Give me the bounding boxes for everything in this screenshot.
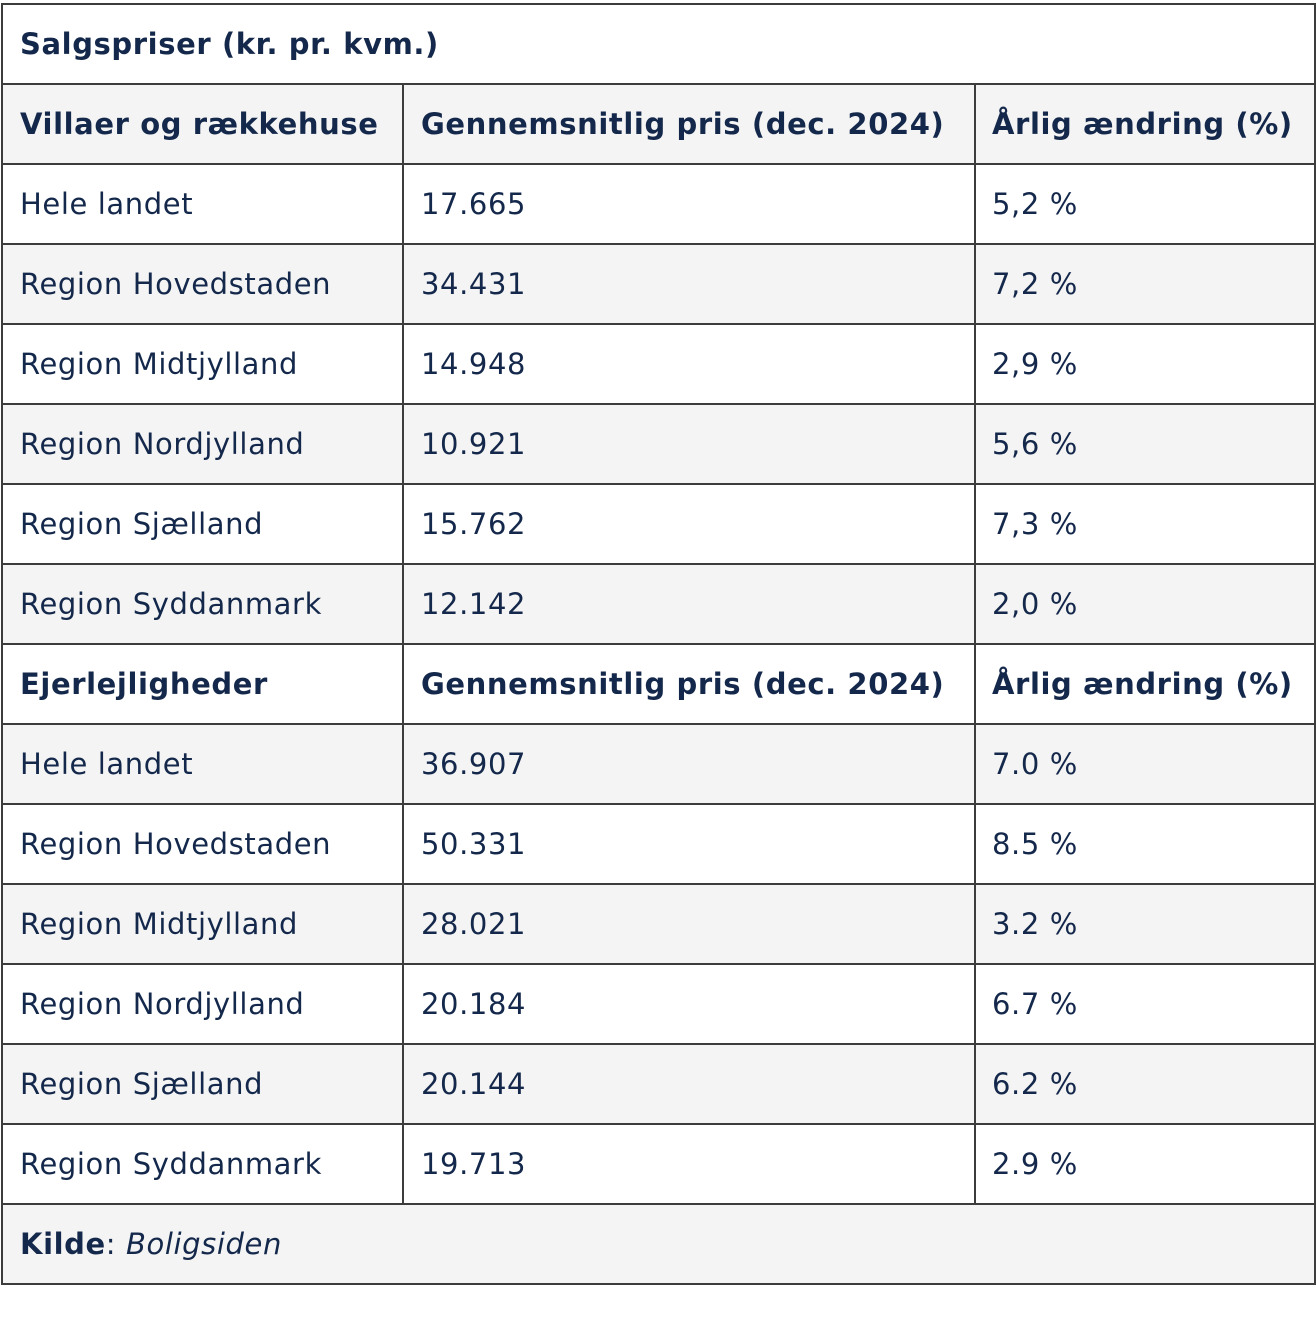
region-cell: Region Sjælland bbox=[1, 483, 404, 565]
table-title-row: Salgspriser (kr. pr. kvm.) bbox=[0, 3, 1316, 85]
table-row: Region Syddanmark 12.142 2,0 % bbox=[1, 563, 1316, 645]
change-cell: 2,0 % bbox=[973, 563, 1316, 645]
change-cell: 8.5 % bbox=[973, 803, 1316, 885]
table-row: Region Syddanmark 19.713 2.9 % bbox=[1, 1123, 1316, 1205]
source-name: Boligsiden bbox=[125, 1227, 282, 1261]
change-cell: 7.0 % bbox=[973, 723, 1316, 805]
section-header-change: Årlig ændring (%) bbox=[973, 643, 1316, 725]
price-cell: 19.713 bbox=[402, 1123, 976, 1205]
change-cell: 7,2 % bbox=[973, 243, 1316, 325]
table-row: Region Midtjylland 28.021 3.2 % bbox=[1, 883, 1316, 965]
change-cell: 2,9 % bbox=[973, 323, 1316, 405]
section-header-category: Ejerlejligheder bbox=[1, 643, 404, 725]
price-cell: 14.948 bbox=[402, 323, 976, 405]
section-header-change: Årlig ændring (%) bbox=[973, 83, 1316, 165]
price-table: Salgspriser (kr. pr. kvm.) Villaer og ræ… bbox=[0, 3, 1316, 1285]
table-row: Region Sjælland 20.144 6.2 % bbox=[1, 1043, 1316, 1125]
table-row: Region Nordjylland 20.184 6.7 % bbox=[1, 963, 1316, 1045]
change-cell: 5,6 % bbox=[973, 403, 1316, 485]
table-row: Hele landet 36.907 7.0 % bbox=[1, 723, 1316, 805]
section-header-price: Gennemsnitlig pris (dec. 2024) bbox=[402, 83, 976, 165]
change-cell: 2.9 % bbox=[973, 1123, 1316, 1205]
price-cell: 12.142 bbox=[402, 563, 976, 645]
region-cell: Hele landet bbox=[1, 723, 404, 805]
region-cell: Region Hovedstaden bbox=[1, 803, 404, 885]
change-cell: 5,2 % bbox=[973, 163, 1316, 245]
table-title: Salgspriser (kr. pr. kvm.) bbox=[0, 3, 1316, 85]
region-cell: Region Nordjylland bbox=[1, 963, 404, 1045]
table-row: Region Sjælland 15.762 7,3 % bbox=[1, 483, 1316, 565]
price-cell: 20.144 bbox=[402, 1043, 976, 1125]
region-cell: Region Midtjylland bbox=[1, 883, 404, 965]
region-cell: Region Hovedstaden bbox=[1, 243, 404, 325]
price-cell: 20.184 bbox=[402, 963, 976, 1045]
price-cell: 34.431 bbox=[402, 243, 976, 325]
change-cell: 6.2 % bbox=[973, 1043, 1316, 1125]
region-cell: Region Midtjylland bbox=[1, 323, 404, 405]
region-cell: Region Nordjylland bbox=[1, 403, 404, 485]
region-cell: Region Syddanmark bbox=[1, 563, 404, 645]
price-cell: 17.665 bbox=[402, 163, 976, 245]
section-header-price: Gennemsnitlig pris (dec. 2024) bbox=[402, 643, 976, 725]
price-cell: 50.331 bbox=[402, 803, 976, 885]
source-label: Kilde bbox=[20, 1227, 106, 1261]
price-cell: 15.762 bbox=[402, 483, 976, 565]
region-cell: Hele landet bbox=[1, 163, 404, 245]
change-cell: 6.7 % bbox=[973, 963, 1316, 1045]
price-cell: 28.021 bbox=[402, 883, 976, 965]
source-row: Kilde: Boligsiden bbox=[0, 1203, 1316, 1285]
table-row: Region Hovedstaden 34.431 7,2 % bbox=[1, 243, 1316, 325]
source-separator: : bbox=[105, 1227, 126, 1261]
section-header-row: Villaer og rækkehuse Gennemsnitlig pris … bbox=[1, 83, 1316, 165]
table-row: Region Midtjylland 14.948 2,9 % bbox=[1, 323, 1316, 405]
price-cell: 36.907 bbox=[402, 723, 976, 805]
region-cell: Region Syddanmark bbox=[1, 1123, 404, 1205]
table-row: Hele landet 17.665 5,2 % bbox=[1, 163, 1316, 245]
region-cell: Region Sjælland bbox=[1, 1043, 404, 1125]
section-header-row: Ejerlejligheder Gennemsnitlig pris (dec.… bbox=[1, 643, 1316, 725]
change-cell: 7,3 % bbox=[973, 483, 1316, 565]
table-row: Region Nordjylland 10.921 5,6 % bbox=[1, 403, 1316, 485]
source-cell: Kilde: Boligsiden bbox=[0, 1203, 1316, 1285]
change-cell: 3.2 % bbox=[973, 883, 1316, 965]
price-cell: 10.921 bbox=[402, 403, 976, 485]
table-row: Region Hovedstaden 50.331 8.5 % bbox=[1, 803, 1316, 885]
section-header-category: Villaer og rækkehuse bbox=[1, 83, 404, 165]
